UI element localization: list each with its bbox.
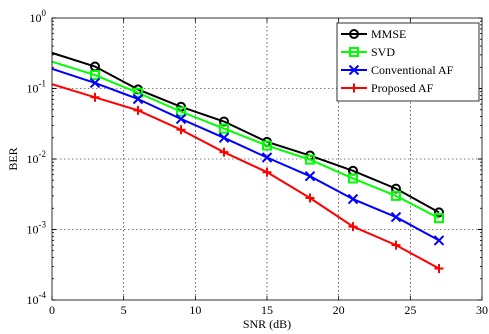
legend-marker-conventional-af bbox=[348, 64, 360, 76]
data-point-conventional-af bbox=[390, 211, 402, 223]
data-point-svd bbox=[348, 173, 358, 184]
x-tick-label: 15 bbox=[261, 303, 273, 317]
data-point-proposed-af bbox=[434, 263, 444, 273]
data-point-conventional-af bbox=[433, 235, 445, 246]
legend-entry-svd: SVD bbox=[341, 45, 395, 59]
data-point-svd bbox=[391, 190, 401, 201]
series-proposed-af bbox=[51, 83, 444, 273]
data-point-proposed-af bbox=[219, 147, 229, 157]
data-point-proposed-af bbox=[90, 92, 100, 102]
legend-entry-conventional-af: Conventional AF bbox=[341, 63, 454, 77]
data-point-proposed-af bbox=[305, 193, 315, 203]
x-axis-title: SNR (dB) bbox=[243, 317, 291, 331]
legend-label-mmse: MMSE bbox=[371, 27, 406, 41]
data-point-svd bbox=[305, 154, 315, 165]
axis-ticks bbox=[51, 17, 483, 301]
data-point-mmse bbox=[434, 207, 444, 218]
x-tick-label: 0 bbox=[49, 303, 55, 317]
data-point-conventional-af bbox=[132, 93, 144, 105]
series-conventional-af bbox=[51, 67, 445, 246]
data-point-proposed-af bbox=[262, 167, 272, 177]
y-tick-label: 10-4 bbox=[27, 290, 47, 307]
legend-marker-proposed-af bbox=[349, 83, 359, 93]
grid-lines bbox=[52, 18, 482, 300]
data-point-proposed-af bbox=[391, 240, 401, 250]
data-point-svd bbox=[176, 106, 186, 117]
legend: MMSE SVD Conventional AF Proposed AF bbox=[336, 22, 480, 102]
data-point-conventional-af bbox=[175, 113, 187, 125]
x-tick-label: 25 bbox=[404, 303, 416, 317]
x-tick-label: 5 bbox=[121, 303, 127, 317]
y-tick-label: 10-2 bbox=[27, 149, 47, 166]
series-line-svd bbox=[51, 60, 440, 220]
data-point-svd bbox=[262, 140, 272, 151]
x-tick-label: 20 bbox=[333, 303, 345, 317]
data-point-svd bbox=[219, 123, 229, 134]
data-point-conventional-af bbox=[304, 171, 316, 182]
x-tick-labels: 0 5 10 15 20 25 30 bbox=[49, 303, 488, 317]
legend-entry-proposed-af: Proposed AF bbox=[341, 81, 434, 95]
series-layer bbox=[51, 51, 445, 273]
data-point-conventional-af bbox=[261, 152, 273, 163]
legend-label-svd: SVD bbox=[371, 45, 395, 59]
data-point-conventional-af bbox=[89, 77, 101, 89]
legend-label-conventional-af: Conventional AF bbox=[371, 63, 454, 77]
data-point-proposed-af bbox=[176, 125, 186, 135]
data-point-conventional-af bbox=[347, 193, 359, 205]
series-svd bbox=[51, 60, 444, 224]
data-point-proposed-af bbox=[133, 105, 143, 115]
y-tick-label: 10-1 bbox=[27, 79, 47, 96]
data-point-conventional-af bbox=[218, 132, 230, 143]
y-tick-label: 100 bbox=[30, 8, 47, 25]
x-tick-label: 30 bbox=[476, 303, 488, 317]
legend-marker-svd bbox=[349, 47, 359, 57]
y-tick-label: 10-3 bbox=[27, 220, 47, 237]
data-point-svd bbox=[434, 213, 444, 224]
data-point-svd bbox=[133, 87, 143, 98]
series-line-conventional-af bbox=[51, 67, 440, 242]
legend-marker-mmse bbox=[349, 29, 359, 39]
series-line-proposed-af bbox=[51, 83, 440, 270]
y-tick-labels: 10-4 10-3 10-2 10-1 100 bbox=[27, 8, 47, 307]
data-point-svd bbox=[90, 70, 100, 81]
legend-entry-mmse: MMSE bbox=[341, 27, 406, 41]
y-axis-title: BER bbox=[6, 147, 20, 170]
series-line-mmse bbox=[51, 51, 440, 214]
data-point-proposed-af bbox=[348, 222, 358, 232]
legend-label-proposed-af: Proposed AF bbox=[371, 81, 434, 95]
x-tick-label: 10 bbox=[189, 303, 201, 317]
